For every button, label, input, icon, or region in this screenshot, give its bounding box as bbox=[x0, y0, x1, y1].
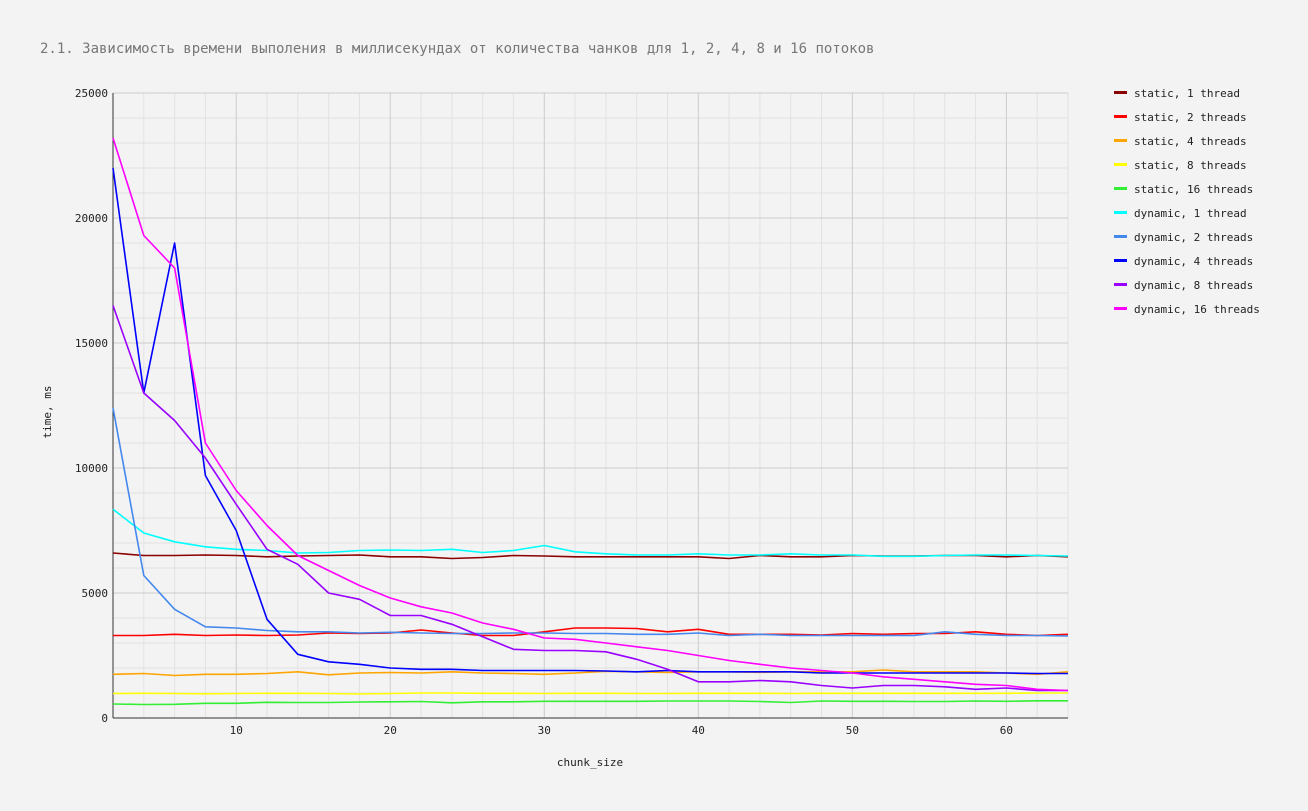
legend-swatch-dynamic-16-threads bbox=[1114, 307, 1127, 310]
y-tick-label: 5000 bbox=[82, 587, 109, 600]
chart-title: 2.1. Зависимость времени выполения в мил… bbox=[40, 41, 875, 57]
plot-area bbox=[113, 93, 1068, 718]
legend-swatch-dynamic-2-threads bbox=[1114, 235, 1127, 238]
legend-label-static-16-threads: static, 16 threads bbox=[1134, 183, 1253, 196]
legend-label-dynamic-8-threads: dynamic, 8 threads bbox=[1134, 279, 1253, 292]
legend-swatch-dynamic-8-threads bbox=[1114, 283, 1127, 286]
tick-labels: 0 5000 10000 15000 20000 25000 10 20 30 40 50 60 bbox=[75, 87, 1013, 737]
legend-label-dynamic-16-threads: dynamic, 16 threads bbox=[1134, 303, 1260, 316]
y-axis-title: time, ms bbox=[41, 386, 54, 439]
y-tick-label: 25000 bbox=[75, 87, 108, 100]
legend-swatch-static-1-thread bbox=[1114, 91, 1127, 94]
x-tick-label: 20 bbox=[384, 724, 397, 737]
minor-gridlines bbox=[112, 93, 1069, 718]
y-tick-label: 10000 bbox=[75, 462, 108, 475]
series-line-static-2-threads bbox=[113, 627, 1069, 637]
legend-swatch-static-2-threads bbox=[1114, 115, 1127, 118]
series-line-static-8-threads bbox=[112, 692, 1068, 695]
legend: static, 1 thread static, 2 threads static,… bbox=[1114, 87, 1260, 316]
axes bbox=[112, 93, 1068, 719]
x-tick-label: 10 bbox=[230, 724, 243, 737]
y-tick-label: 20000 bbox=[75, 212, 108, 225]
x-tick-label: 60 bbox=[1000, 724, 1013, 737]
legend-label-static-8-threads: static, 8 threads bbox=[1134, 159, 1247, 172]
legend-label-dynamic-2-threads: dynamic, 2 threads bbox=[1134, 231, 1253, 244]
series-line-dynamic-16-threads bbox=[112, 137, 1069, 692]
legend-label-static-2-threads: static, 2 threads bbox=[1134, 111, 1247, 124]
series-lines bbox=[112, 137, 1069, 706]
legend-label-dynamic-1-thread: dynamic, 1 thread bbox=[1134, 207, 1247, 220]
legend-label-static-4-threads: static, 4 threads bbox=[1134, 135, 1247, 148]
legend-swatch-static-16-threads bbox=[1114, 187, 1127, 190]
legend-label-dynamic-4-threads: dynamic, 4 threads bbox=[1134, 255, 1253, 268]
x-axis-title: chunk_size bbox=[557, 756, 623, 769]
x-tick-label: 40 bbox=[692, 724, 705, 737]
series-line-static-4-threads bbox=[112, 669, 1069, 677]
legend-label-static-1-thread: static, 1 thread bbox=[1134, 87, 1240, 100]
x-tick-label: 30 bbox=[538, 724, 551, 737]
y-tick-label: 15000 bbox=[75, 337, 108, 350]
legend-swatch-dynamic-4-threads bbox=[1114, 259, 1127, 262]
series-line-static-16-threads bbox=[112, 699, 1068, 706]
series-line-dynamic-4-threads bbox=[112, 167, 1068, 675]
x-tick-label: 50 bbox=[846, 724, 859, 737]
series-line-dynamic-2-threads bbox=[112, 407, 1069, 637]
legend-swatch-static-8-threads bbox=[1114, 163, 1127, 166]
legend-swatch-dynamic-1-thread bbox=[1114, 211, 1127, 214]
legend-swatch-static-4-threads bbox=[1114, 139, 1127, 142]
series-line-dynamic-8-threads bbox=[112, 305, 1068, 692]
y-tick-label: 0 bbox=[101, 712, 108, 725]
